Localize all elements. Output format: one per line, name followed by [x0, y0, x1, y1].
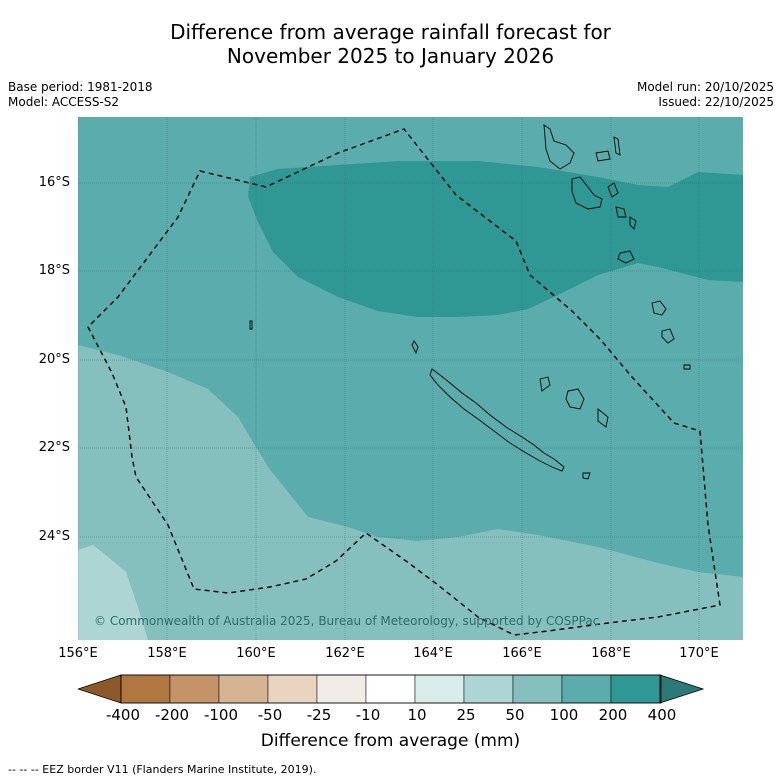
colorbar-label: -200 — [154, 706, 190, 724]
band-200-400 — [248, 161, 743, 317]
lon-label-160e: 160°E — [236, 646, 276, 661]
lon-label-170e: 170°E — [679, 646, 719, 661]
lon-label-168e: 168°E — [591, 646, 631, 661]
band-25-50 — [78, 545, 148, 640]
lon-label-166e: 166°E — [502, 646, 542, 661]
lat-label-18s: 18°S — [38, 263, 70, 278]
colorbar-label: -50 — [257, 706, 283, 724]
lon-label-156e: 156°E — [58, 646, 98, 661]
issued-date: Issued: 22/10/2025 — [658, 95, 774, 109]
lat-label-22s: 22°S — [38, 440, 70, 455]
map-svg — [78, 117, 743, 640]
lon-label-164e: 164°E — [413, 646, 453, 661]
colorbar-label: 10 — [407, 706, 427, 724]
coastlines — [249, 124, 691, 480]
colorbar-label: 200 — [598, 706, 628, 724]
colorbar-label: -10 — [355, 706, 381, 724]
meta-right: Model run: 20/10/2025 Issued: 22/10/2025 — [637, 80, 774, 110]
chart-title: Difference from average rainfall forecas… — [0, 20, 781, 68]
colorbar-label: -100 — [203, 706, 239, 724]
model-name: Model: ACCESS-S2 — [8, 95, 120, 109]
colorbar-label: 400 — [647, 706, 677, 724]
colorbar-label: -400 — [105, 706, 141, 724]
colorbar-segment — [169, 674, 220, 704]
colorbar-segment — [512, 674, 563, 704]
model-run: Model run: 20/10/2025 — [636, 80, 774, 94]
lon-label-162e: 162°E — [325, 646, 365, 661]
colorbar-label: 100 — [549, 706, 579, 724]
colorbar-segment — [316, 674, 367, 704]
lon-label-158e: 158°E — [147, 646, 187, 661]
colorbar-segment — [365, 674, 416, 704]
base-period: Base period: 1981-2018 — [8, 80, 153, 94]
colorbar-segment — [218, 674, 269, 704]
loyalty-islands — [539, 376, 551, 392]
rainfall-map — [78, 117, 743, 640]
eez-border — [87, 128, 721, 636]
new-caledonia-island — [429, 368, 565, 472]
colorbar-segment — [463, 674, 514, 704]
eez-footnote: -- -- -- EEZ border V11 (Flanders Marine… — [8, 763, 317, 776]
colorbar-segment — [610, 674, 661, 704]
copyright-notice: © Commonwealth of Australia 2025, Bureau… — [94, 614, 600, 628]
vanuatu-islands — [543, 124, 575, 170]
title-line-2: November 2025 to January 2026 — [226, 44, 555, 68]
colorbar-label: 50 — [505, 706, 525, 724]
colorbar-segment — [414, 674, 465, 704]
colorbar — [78, 674, 705, 704]
colorbar-title: Difference from average (mm) — [260, 731, 521, 751]
colorbar-extend-low — [78, 674, 122, 704]
lat-label-20s: 20°S — [38, 352, 70, 367]
meta-left: Base period: 1981-2018 Model: ACCESS-S2 — [8, 80, 153, 110]
lat-label-16s: 16°S — [38, 175, 70, 190]
band-50-100 — [78, 345, 743, 640]
colorbar-extend-high — [659, 674, 705, 704]
title-line-1: Difference from average rainfall forecas… — [170, 20, 611, 44]
colorbar-segment — [120, 674, 171, 704]
colorbar-label: -25 — [306, 706, 332, 724]
colorbar-label: 25 — [456, 706, 476, 724]
colorbar-segment — [267, 674, 318, 704]
gridlines — [78, 117, 743, 640]
colorbar-segment — [561, 674, 612, 704]
lat-label-24s: 24°S — [38, 529, 70, 544]
